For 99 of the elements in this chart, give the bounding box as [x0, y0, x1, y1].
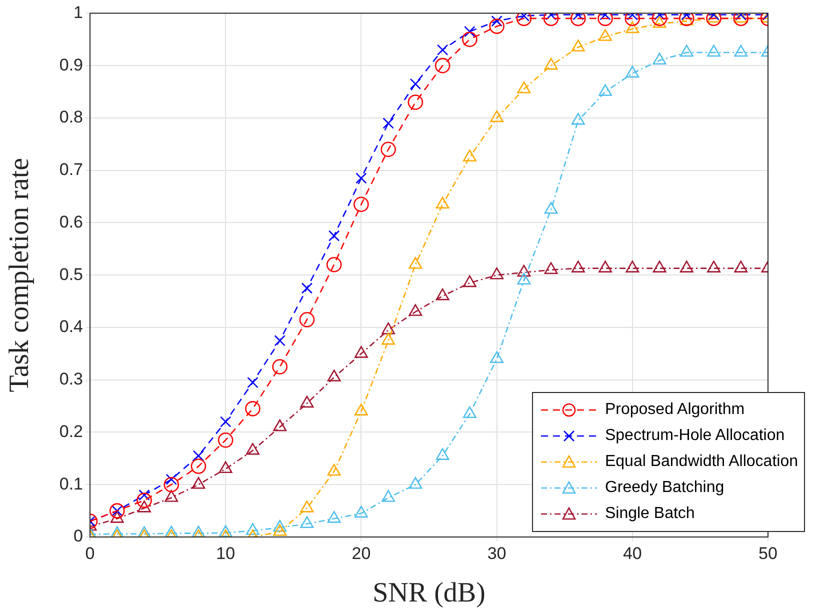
x-axis-title: SNR (dB) — [372, 578, 486, 609]
x-tick-label: 40 — [622, 544, 642, 563]
point — [300, 500, 314, 512]
point — [707, 13, 720, 23]
point — [706, 13, 722, 26]
point — [543, 13, 559, 26]
point — [354, 346, 368, 358]
point — [680, 260, 694, 272]
point — [328, 230, 340, 242]
legend-label: Greedy Batching — [604, 479, 724, 496]
point — [354, 506, 368, 518]
point — [598, 260, 612, 272]
point — [138, 500, 151, 512]
point — [408, 476, 422, 489]
point — [544, 202, 558, 214]
point — [218, 461, 232, 474]
point — [382, 490, 396, 502]
point — [571, 260, 585, 272]
point — [464, 26, 476, 38]
y-axis-title: Task completion rate — [4, 158, 36, 392]
point — [408, 256, 422, 269]
point — [489, 18, 504, 34]
point — [733, 13, 749, 26]
point — [273, 520, 287, 532]
legend-label: Equal Bandwidth Allocation — [604, 453, 798, 470]
point — [246, 523, 260, 535]
point — [138, 526, 151, 537]
point — [436, 196, 450, 209]
point — [192, 476, 206, 489]
y-tick-label: 0 — [74, 526, 83, 546]
y-tick-label: 0.4 — [59, 317, 83, 336]
point — [274, 334, 286, 346]
point — [652, 260, 666, 272]
y-tick-label: 0.9 — [59, 55, 83, 74]
point — [626, 260, 640, 272]
point — [382, 118, 394, 129]
point — [273, 524, 287, 536]
point — [517, 272, 531, 284]
point — [462, 275, 476, 288]
point — [462, 32, 478, 48]
x-tick-label: 30 — [487, 544, 506, 563]
point — [434, 58, 450, 74]
x-tick-label: 10 — [216, 544, 236, 563]
y-tick-label: 0.1 — [59, 474, 83, 494]
point — [326, 256, 342, 272]
point — [707, 260, 720, 272]
y-tick-label: 0.6 — [59, 212, 83, 232]
point — [164, 490, 178, 502]
point — [382, 322, 396, 334]
point — [462, 406, 476, 418]
point — [300, 516, 314, 528]
point — [327, 370, 341, 382]
point — [299, 312, 315, 328]
point — [408, 94, 424, 110]
point — [516, 13, 532, 26]
point — [462, 150, 476, 162]
y-tick-label: 0.2 — [59, 422, 83, 441]
point — [247, 376, 258, 388]
point — [490, 267, 504, 280]
point — [356, 172, 367, 184]
y-tick-label: 0.8 — [59, 108, 83, 127]
point — [436, 288, 450, 300]
y-tick-label: 0.7 — [59, 160, 83, 180]
point — [410, 78, 422, 90]
legend-label: Single Batch — [604, 505, 695, 522]
point — [436, 44, 448, 56]
point — [734, 13, 748, 23]
point — [408, 304, 422, 316]
y-tick-label: 0.3 — [59, 370, 83, 389]
point — [301, 282, 313, 294]
point — [110, 526, 124, 537]
y-tick-label: 1 — [74, 2, 83, 22]
point — [354, 404, 368, 416]
point — [246, 442, 260, 455]
point — [327, 464, 341, 476]
point — [436, 448, 450, 460]
point — [598, 13, 613, 26]
point — [517, 264, 531, 277]
point — [624, 13, 640, 26]
point — [273, 419, 287, 432]
point — [218, 525, 232, 537]
point — [490, 351, 504, 364]
legend-label: Proposed Algorithm — [604, 401, 745, 418]
point — [570, 13, 586, 26]
point — [327, 511, 341, 523]
point — [110, 511, 124, 523]
point — [354, 196, 369, 212]
point — [382, 332, 396, 345]
point — [164, 526, 178, 537]
point — [544, 262, 558, 274]
point — [380, 142, 396, 158]
legend-label: Spectrum-Hole Allocation — [604, 427, 785, 444]
y-tick-label: 0.5 — [59, 264, 83, 284]
point — [272, 359, 288, 374]
point — [192, 526, 206, 537]
x-tick-label: 20 — [352, 544, 371, 563]
point — [734, 260, 748, 272]
point — [300, 396, 314, 408]
x-tick-label: 50 — [758, 544, 778, 563]
